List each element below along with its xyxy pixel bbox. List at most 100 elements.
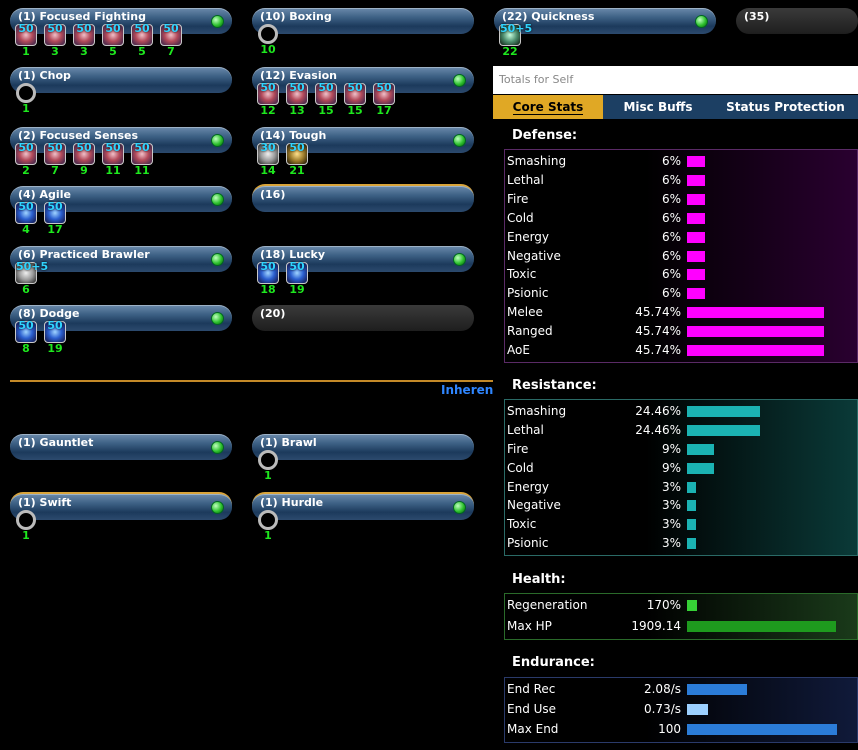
stat-bar bbox=[687, 724, 837, 735]
power-bar[interactable]: (1) Swift bbox=[10, 492, 232, 520]
enhancement-level: 50 bbox=[105, 22, 121, 35]
power-active-indicator[interactable] bbox=[695, 15, 708, 28]
power-bar[interactable]: (1) Brawl bbox=[252, 434, 474, 460]
tab-status-protection[interactable]: Status Protection bbox=[726, 100, 845, 114]
enhancement-slot[interactable]: 50 7 bbox=[159, 22, 183, 58]
power-9[interactable]: (16) bbox=[252, 184, 474, 216]
stat-row: Negative 3% bbox=[505, 497, 858, 515]
power-17[interactable]: (1) Hurdle 1 bbox=[252, 492, 474, 542]
enhancement-slot[interactable]: 1 bbox=[14, 83, 38, 115]
power-bar[interactable]: (8) Dodge bbox=[10, 305, 232, 331]
enhancement-slot[interactable]: 50 17 bbox=[372, 81, 396, 117]
power-8[interactable]: (4) Agile 50 4 50 17 bbox=[10, 186, 232, 236]
power-1[interactable]: (10) Boxing 10 bbox=[252, 8, 474, 56]
power-7[interactable]: (14) Tough 30 14 50 21 bbox=[252, 127, 474, 177]
power-active-indicator[interactable] bbox=[453, 501, 466, 514]
power-active-indicator[interactable] bbox=[211, 253, 224, 266]
enhancement-slot[interactable]: 50+5 22 bbox=[498, 22, 533, 58]
power-11[interactable]: (18) Lucky 50 18 50 19 bbox=[252, 246, 474, 296]
enhancement-slot[interactable]: 50 9 bbox=[72, 141, 96, 177]
power-4[interactable]: (1) Chop 1 bbox=[10, 67, 232, 115]
power-bar[interactable]: (1) Chop bbox=[10, 67, 232, 93]
enhancement-slot[interactable]: 50 15 bbox=[314, 81, 338, 117]
power-0[interactable]: (1) Focused Fighting 50 1 50 3 50 3 50 5 50 5 50 7 bbox=[10, 8, 232, 58]
enhancement-slot[interactable]: 50 5 bbox=[130, 22, 154, 58]
enhancement-slot[interactable]: 50 3 bbox=[43, 22, 67, 58]
stat-label: Lethal bbox=[507, 422, 544, 437]
enhancement-slot[interactable]: 50 3 bbox=[72, 22, 96, 58]
enhancement-slot[interactable]: 50 21 bbox=[285, 141, 309, 177]
enhancement-slot[interactable]: 1 bbox=[14, 510, 38, 542]
tab-misc-buffs[interactable]: Misc Buffs bbox=[623, 100, 693, 114]
stat-label: Lethal bbox=[507, 172, 544, 187]
enhancement-slot[interactable]: 50 19 bbox=[285, 260, 309, 296]
stat-bar bbox=[687, 269, 705, 281]
enhancement-slot[interactable]: 30 14 bbox=[256, 141, 280, 177]
power-6[interactable]: (2) Focused Senses 50 2 50 7 50 9 50 11 50 11 bbox=[10, 127, 232, 177]
power-active-indicator[interactable] bbox=[211, 134, 224, 147]
enhancement-icon: 50 bbox=[131, 22, 153, 46]
power-bar[interactable]: (1) Hurdle bbox=[252, 492, 474, 520]
enhancement-slot[interactable]: 50 7 bbox=[43, 141, 67, 177]
enhancement-slot[interactable]: 1 bbox=[256, 510, 280, 542]
power-name: (1) Chop bbox=[18, 69, 71, 82]
enhancement-slot[interactable]: 50 8 bbox=[14, 319, 38, 355]
power-bar[interactable]: (14) Tough bbox=[252, 127, 474, 153]
enhancement-slot[interactable]: 50 18 bbox=[256, 260, 280, 296]
stat-value: 3% bbox=[661, 498, 681, 513]
power-bar[interactable]: (35) bbox=[736, 8, 858, 34]
power-active-indicator[interactable] bbox=[453, 134, 466, 147]
section-title: Resistance: bbox=[512, 378, 597, 393]
power-15[interactable]: (1) Brawl 1 bbox=[252, 434, 474, 482]
enhancement-slot[interactable]: 1 bbox=[256, 450, 280, 482]
power-bar[interactable]: (16) bbox=[252, 184, 474, 212]
power-bar[interactable]: (6) Practiced Brawler bbox=[10, 246, 232, 272]
power-active-indicator[interactable] bbox=[211, 441, 224, 454]
slot-level: 7 bbox=[51, 164, 59, 177]
power-bar[interactable]: (20) bbox=[252, 305, 474, 331]
stat-label: Smashing bbox=[507, 404, 567, 418]
tab-core-stats[interactable]: Core Stats bbox=[493, 95, 603, 119]
enhancement-level: 50 bbox=[318, 81, 334, 94]
stat-label: Ranged bbox=[507, 324, 553, 339]
power-active-indicator[interactable] bbox=[453, 253, 466, 266]
power-14[interactable]: (1) Gauntlet bbox=[10, 434, 232, 464]
power-3[interactable]: (35) bbox=[736, 8, 858, 38]
enhancement-slot[interactable]: 50 13 bbox=[285, 81, 309, 117]
enhancement-slot[interactable]: 50 12 bbox=[256, 81, 280, 117]
power-bar[interactable]: (10) Boxing bbox=[252, 8, 474, 34]
enhancement-slot[interactable]: 50 19 bbox=[43, 319, 67, 355]
power-5[interactable]: (12) Evasion 50 12 50 13 50 15 50 15 50 17 bbox=[252, 67, 474, 117]
enhancement-slot[interactable]: 50 2 bbox=[14, 141, 38, 177]
power-active-indicator[interactable] bbox=[211, 312, 224, 325]
enhancement-slot[interactable]: 50 11 bbox=[130, 141, 154, 177]
enhancement-slot[interactable]: 50+5 6 bbox=[14, 260, 48, 296]
stat-bar bbox=[687, 250, 705, 262]
stat-row: Ranged 45.74% bbox=[505, 323, 858, 341]
enhancement-slot[interactable]: 50 1 bbox=[14, 22, 38, 58]
power-active-indicator[interactable] bbox=[211, 15, 224, 28]
power-active-indicator[interactable] bbox=[211, 193, 224, 206]
enhancement-slot[interactable]: 50 5 bbox=[101, 22, 125, 58]
power-16[interactable]: (1) Swift 1 bbox=[10, 492, 232, 542]
enhancement-slot[interactable]: 50 4 bbox=[14, 200, 38, 236]
power-2[interactable]: (22) Quickness 50+5 22 bbox=[494, 8, 716, 58]
power-active-indicator[interactable] bbox=[211, 501, 224, 514]
power-12[interactable]: (8) Dodge 50 8 50 19 bbox=[10, 305, 232, 355]
enhancement-slot[interactable]: 50 15 bbox=[343, 81, 367, 117]
enhancement-slot[interactable]: 50 11 bbox=[101, 141, 125, 177]
enhancement-slot[interactable]: 10 bbox=[256, 24, 280, 56]
enhancement-level: 50 bbox=[163, 22, 179, 35]
power-bar[interactable]: (22) Quickness bbox=[494, 8, 716, 34]
enhancement-level: 50+5 bbox=[500, 22, 533, 35]
power-10[interactable]: (6) Practiced Brawler 50+5 6 bbox=[10, 246, 232, 296]
stat-value: 24.46% bbox=[635, 404, 681, 418]
power-13[interactable]: (20) bbox=[252, 305, 474, 335]
section-title: Endurance: bbox=[512, 655, 595, 670]
power-bar[interactable]: (1) Gauntlet bbox=[10, 434, 232, 460]
enhancement-slot[interactable]: 50 17 bbox=[43, 200, 67, 236]
stat-value: 3% bbox=[661, 536, 681, 551]
stat-row: Cold 6% bbox=[505, 210, 858, 228]
power-active-indicator[interactable] bbox=[453, 74, 466, 87]
power-name: (2) Focused Senses bbox=[18, 129, 138, 142]
